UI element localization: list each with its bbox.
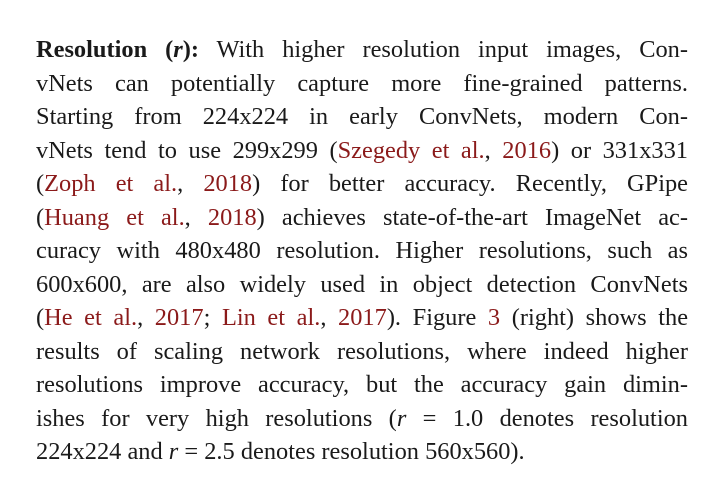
math-variable-r: r [168,438,179,465]
paragraph-heading: Resolution (r): [36,36,199,63]
paragraph-line-10: results of scaling network resolutions, … [36,335,688,369]
line-text: ; [203,304,222,331]
citation-year-link[interactable]: 2018 [207,203,257,231]
line-text: ) achieves state-of-the-art ImageNet ac- [256,203,688,231]
citation-year-link[interactable]: 2017 [154,304,204,331]
line-text: = 2.5 denotes resolution 560x560). [178,438,525,465]
citation-year-link[interactable]: 2016 [502,136,552,164]
line-text: With higher resolution input images, Con… [198,36,688,63]
paragraph-line-1: Resolution (r): With higher resolution i… [36,33,688,67]
line-text: ) for better accuracy. Recently, GPipe [252,170,688,197]
line-text: ). Figure [386,304,488,331]
line-text: 224x224 and [36,438,169,465]
line-text: vNets tend to use 299x299 ( [36,136,338,164]
line-text: ( [36,170,45,197]
line-text: 600x600, are also widely used in object … [36,270,688,298]
paragraph-line-12: ishes for very high resolutions (r = 1.0… [36,402,688,436]
citation-year-link[interactable]: 2018 [203,170,253,197]
math-variable-r: r [396,404,407,432]
line-text: results of scaling network resolutions, … [36,337,688,365]
figure-ref-link[interactable]: 3 [487,304,501,331]
heading-variable: r [173,36,183,63]
line-text: ishes for very high resolutions ( [36,404,397,432]
line-text: resolutions improve accuracy, but the ac… [36,371,688,398]
paragraph-line-2: vNets can potentially capture more fine-… [36,67,688,101]
citation-link-lin[interactable]: Lin et al. [221,304,321,331]
heading-end: ): [182,36,199,63]
line-text: , [177,170,204,197]
line-text: Starting from 224x224 in early ConvNets,… [36,103,688,130]
line-text: ( [36,203,45,231]
line-text: , [137,304,155,331]
paragraph-line-13: 224x224 and r = 2.5 denotes resolution 5… [36,435,688,469]
line-text: vNets can potentially capture more fine-… [36,69,688,97]
citation-link-zoph[interactable]: Zoph et al. [44,170,178,197]
line-text: curacy with 480x480 resolution. Higher r… [36,237,688,264]
paragraph-line-4: vNets tend to use 299x299 (Szegedy et al… [36,134,688,168]
paragraph-line-11: resolutions improve accuracy, but the ac… [36,368,688,402]
paragraph-line-7: curacy with 480x480 resolution. Higher r… [36,234,688,268]
paragraph-line-8: 600x600, are also widely used in object … [36,268,688,302]
line-text: , [484,136,503,164]
line-text: ( [36,304,45,331]
citation-year-link[interactable]: 2017 [338,304,387,331]
resolution-paragraph: Resolution (r): With higher resolution i… [36,33,688,469]
citation-link-he[interactable]: He et al. [44,304,138,331]
citation-link-szegedy[interactable]: Szegedy et al. [337,136,485,164]
heading-text: Resolution ( [36,36,174,63]
paragraph-line-6: (Huang et al., 2018) achieves state-of-t… [36,201,688,235]
paragraph-line-5: (Zoph et al., 2018) for better accuracy.… [36,167,688,201]
paragraph-line-9: (He et al., 2017; Lin et al., 2017). Fig… [36,301,688,335]
line-text: = 1.0 denotes resolution [406,404,688,432]
paragraph-line-3: Starting from 224x224 in early ConvNets,… [36,100,688,134]
line-text: , [184,203,208,231]
citation-link-huang[interactable]: Huang et al. [44,203,185,231]
line-text: ) or 331x331 [551,136,688,164]
line-text: (right) shows the [500,304,689,331]
line-text: , [320,304,339,331]
